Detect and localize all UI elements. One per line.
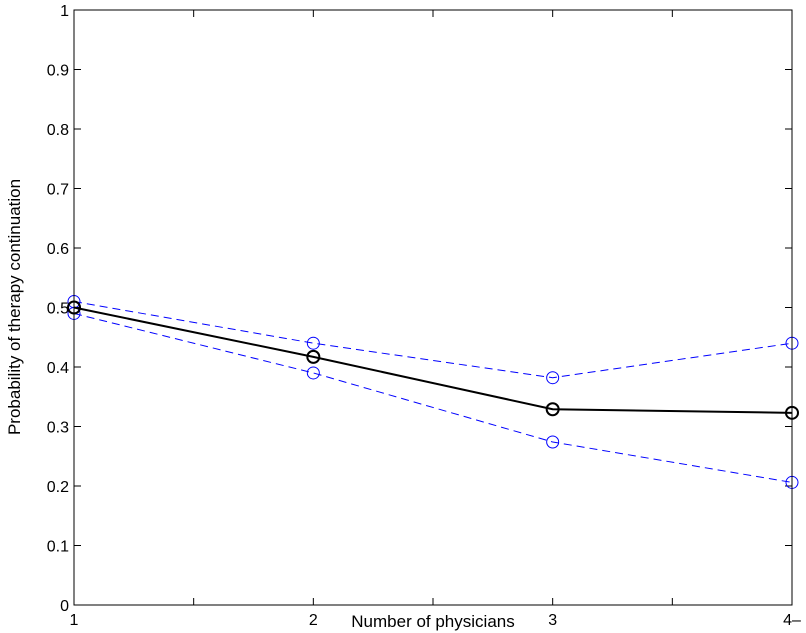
plot-area-frame [73,9,793,606]
y-tick-label: 0.1 [47,539,69,556]
x-tick-label: 1 [70,612,79,629]
y-tick-label: 0.9 [47,63,69,80]
series-line-bound [73,312,793,483]
series-line-bound [73,301,793,379]
axis-tick-labels: 0 0.1 0.2 0.3 0.4 0.5 0.6 0.7 0.8 0.9 1 1 2 3 4– [47,3,801,629]
estimate-point [306,349,321,364]
bound-point [546,435,560,449]
y-tick-label: 0.6 [47,241,69,258]
y-tick-label: 0.3 [47,420,69,437]
x-tick-label: 4– [783,612,801,629]
x-tick-label: 2 [309,612,318,629]
data-series [67,295,799,489]
y-tick-label: 0.4 [47,360,69,377]
y-tick-label: 1 [60,3,69,20]
y-tick-label: 0.8 [47,122,69,139]
y-tick-label: 0.2 [47,479,69,496]
x-axis-label: Number of physicians [351,612,514,631]
y-tick-label: 0 [60,598,69,615]
estimate-point [545,402,560,417]
series-line-estimate [73,306,793,414]
bound-point [306,336,320,350]
x-tick-label: 3 [548,612,557,629]
bound-point [306,366,320,380]
y-axis-label: Probability of therapy continuation [5,179,24,435]
y-tick-label: 0.5 [47,301,69,318]
y-tick-label: 0.7 [47,182,69,199]
bound-point [546,371,560,385]
